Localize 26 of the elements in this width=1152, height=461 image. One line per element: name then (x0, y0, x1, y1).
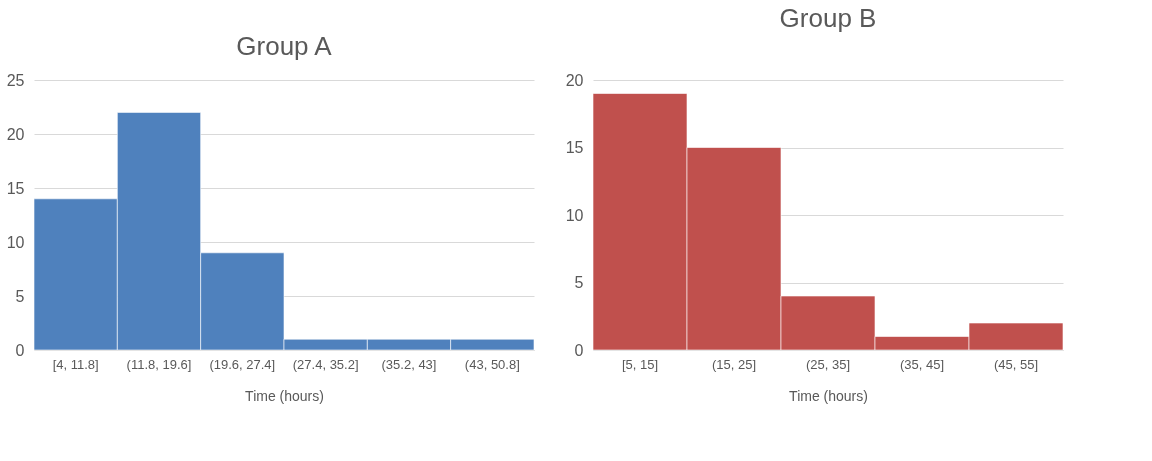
x-tick-label: (11.8, 19.6] (126, 356, 192, 372)
x-tick-label: (15, 25] (711, 356, 757, 372)
y-tick-label: 20 (565, 71, 584, 89)
y-tick-label: 15 (565, 139, 584, 156)
y-tick-label: 5 (15, 287, 25, 305)
x-tick-label: (43, 50.8] (464, 356, 520, 372)
x-tick-label: (25, 35] (805, 356, 851, 372)
x-tick-label: [4, 11.8] (52, 356, 99, 372)
y-tick-label: 20 (6, 125, 25, 143)
chart-title: Group B (779, 3, 877, 33)
y-tick-label: 15 (6, 179, 25, 197)
x-tick-label: (19.6, 27.4] (209, 356, 276, 372)
y-tick-label: 5 (574, 274, 584, 291)
y-tick-label: 10 (565, 206, 584, 224)
x-tick-label: [5, 15] (621, 356, 659, 372)
x-tick-label: (45, 55] (993, 356, 1039, 372)
x-axis-title: Time (hours) (789, 387, 868, 404)
y-tick-label: 25 (6, 71, 25, 89)
y-tick-label: 0 (15, 341, 25, 359)
x-axis-title: Time (hours) (245, 387, 324, 404)
y-tick-label: 10 (6, 233, 25, 251)
x-tick-label: (35.2, 43] (381, 356, 437, 372)
x-tick-label: (27.4, 35.2] (292, 356, 359, 372)
x-tick-label: (35, 45] (899, 356, 945, 372)
y-tick-label: 0 (574, 341, 584, 359)
chart-title: Group A (236, 31, 333, 61)
